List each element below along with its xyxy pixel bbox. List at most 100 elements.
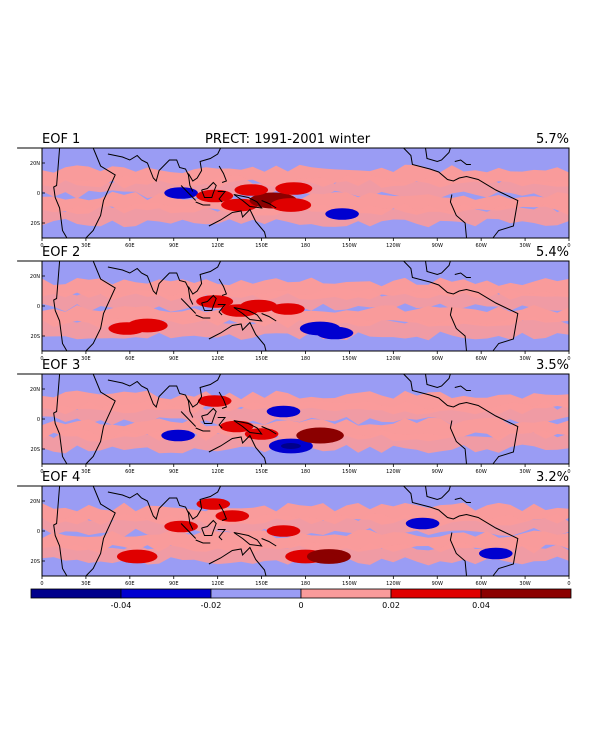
coastline — [261, 538, 277, 547]
coastline — [208, 546, 267, 577]
colorbar-tick-label: 0.04 — [472, 601, 490, 610]
x-tick-label: 60W — [476, 469, 487, 475]
coastline — [403, 260, 519, 352]
coastline — [218, 503, 228, 521]
panel-3-label: EOF 3 — [42, 358, 81, 373]
x-tick-label: 60W — [476, 356, 487, 362]
x-tick-label: 0 — [567, 356, 570, 362]
panel-2: 0 30E 60E 90E 120E 150E 180 150W 120W 90W 60W 30W 0 2… — [17, 260, 571, 362]
x-tick-label: 30E — [81, 469, 91, 475]
anomaly-patch — [116, 549, 158, 564]
panel-4-label: EOF 4 — [42, 470, 81, 485]
coastline — [195, 427, 211, 432]
x-tick-label: 0 — [567, 243, 570, 249]
anomaly-patch — [127, 318, 168, 333]
coastline — [208, 208, 267, 239]
x-tick-label: 0 — [567, 469, 570, 475]
anomaly-patch — [316, 326, 354, 340]
x-tick-label: 120W — [386, 243, 401, 249]
anomaly-patch — [266, 405, 301, 418]
eof-panels: 0 30E 60E 90E 120E 150E 180 150W 120W 90W 60W 30W 0 2… — [17, 147, 571, 587]
x-tick-label: 90E — [169, 356, 179, 362]
y-tick-label: 20S — [30, 334, 40, 340]
y-tick-label: 20S — [30, 559, 40, 565]
panel-4: 0 30E 60E 90E 120E 150E 180 150W 120W 90W 60W 30W 0 2… — [17, 485, 571, 587]
colorbar: -0.04 -0.02 0 0.02 0.04 — [30, 588, 572, 610]
x-tick-label: 180 — [301, 469, 311, 475]
coastline — [107, 153, 194, 192]
x-tick-label: 180 — [301, 243, 311, 249]
x-tick-label: 180 — [301, 356, 311, 362]
x-tick-label: 30W — [519, 469, 530, 475]
coastline — [53, 147, 68, 239]
panel-2-label: EOF 2 — [42, 245, 81, 260]
panel-4-variance: 3.2% — [535, 470, 569, 485]
coastline — [201, 407, 217, 424]
chart-title: PRECT: 1991-2001 winter — [205, 132, 371, 147]
coastline — [195, 201, 211, 206]
x-tick-label: 60E — [125, 243, 135, 249]
coastline — [217, 304, 227, 316]
x-tick-label: 30W — [519, 581, 530, 587]
coastline — [449, 420, 467, 465]
positive-band — [42, 288, 569, 312]
coastline — [403, 485, 519, 577]
x-tick-label: 90W — [432, 356, 443, 362]
x-tick-label: 90W — [432, 469, 443, 475]
panel-1-label: EOF 1 — [42, 132, 81, 147]
coastline — [180, 523, 197, 539]
x-tick-label: 150W — [342, 243, 357, 249]
x-tick-label: 90W — [432, 243, 443, 249]
coastline — [233, 420, 263, 435]
coastline — [233, 307, 263, 322]
x-tick-label: 30E — [81, 356, 91, 362]
anomaly-patch — [164, 187, 198, 199]
panel-3: 0 30E 60E 90E 120E 150E 180 150W 120W 90W 60W 30W 0 2… — [17, 373, 571, 475]
coastline — [195, 539, 211, 544]
coastline — [218, 165, 228, 183]
coastline — [218, 391, 228, 409]
coastline — [425, 485, 451, 501]
colorbar-swatch — [210, 588, 302, 599]
x-tick-label: 90E — [169, 243, 179, 249]
x-tick-label: 150E — [255, 243, 268, 249]
colorbar-swatch — [390, 588, 482, 599]
x-tick-label: 0 — [40, 356, 43, 362]
positive-band — [42, 401, 569, 425]
coastline — [53, 373, 68, 465]
panel-1-variance: 5.7% — [535, 132, 569, 147]
anomaly-patch — [161, 429, 195, 442]
coastline — [201, 294, 217, 311]
x-tick-label: 30W — [519, 356, 530, 362]
x-tick-label: 120E — [211, 469, 224, 475]
colorbar-swatch — [300, 588, 392, 599]
anomaly-patch — [275, 182, 313, 195]
coastline — [217, 191, 227, 203]
positive-band — [42, 529, 569, 554]
coastline — [107, 266, 194, 305]
coastline — [217, 417, 227, 429]
panel-1: 0 30E 60E 90E 120E 150E 180 150W 120W 90W 60W 30W 0 2… — [17, 147, 571, 249]
x-tick-label: 0 — [567, 581, 570, 587]
anomaly-patch — [221, 198, 259, 212]
x-tick-label: 150W — [342, 469, 357, 475]
anomaly-core — [281, 443, 301, 449]
anomaly-patch — [164, 520, 198, 533]
x-tick-label: 90E — [169, 469, 179, 475]
x-tick-label: 150E — [255, 581, 268, 587]
x-tick-label: 30E — [81, 581, 91, 587]
coastline — [233, 194, 263, 209]
panel-2-variance: 5.4% — [535, 245, 569, 260]
coastline — [180, 298, 197, 314]
y-tick-label: 20N — [30, 161, 40, 167]
anomaly-patch — [271, 303, 305, 315]
x-tick-label: 30W — [519, 243, 530, 249]
anomaly-patch — [240, 299, 278, 313]
coastline — [261, 200, 277, 209]
y-tick-label: 0 — [37, 417, 40, 423]
x-tick-label: 60W — [476, 581, 487, 587]
coastline — [449, 532, 467, 577]
x-tick-label: 0 — [40, 581, 43, 587]
y-tick-label: 20N — [30, 274, 40, 280]
anomaly-core — [319, 553, 339, 560]
